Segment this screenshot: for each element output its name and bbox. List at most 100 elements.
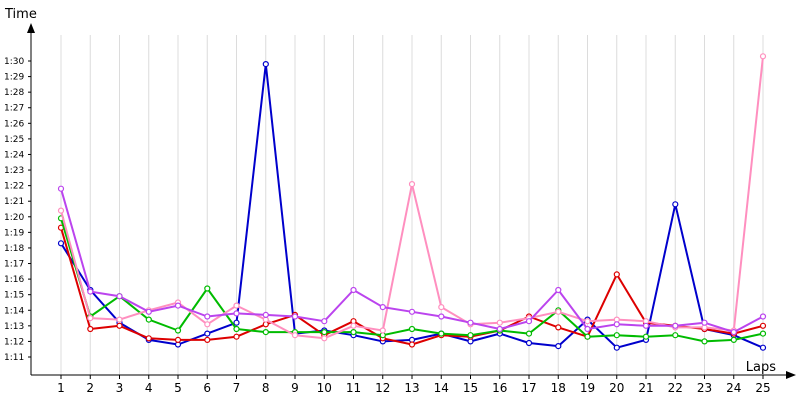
data-point (233, 325, 240, 333)
data-point (87, 325, 94, 333)
data-point (408, 181, 416, 188)
data-point (467, 319, 474, 326)
data-point (291, 332, 299, 339)
y-tick-label: 1:27 (4, 104, 24, 114)
y-tick-label: 1:21 (4, 197, 24, 207)
data-point (438, 304, 445, 311)
x-tick-label: 24 (726, 381, 741, 395)
data-point (350, 329, 357, 336)
series-layer (57, 53, 767, 351)
data-point (174, 327, 182, 334)
data-point (642, 333, 650, 340)
data-point (233, 302, 240, 309)
series-5 (57, 185, 767, 336)
x-tick-label: 12 (375, 381, 390, 395)
data-point (613, 271, 620, 278)
data-point (262, 329, 269, 336)
y-tick-label: 1:15 (4, 291, 24, 301)
y-tick-label: 1:30 (4, 57, 24, 67)
x-tick-label: 9 (291, 381, 299, 395)
data-point (642, 322, 650, 329)
x-tick-label: 1 (57, 381, 65, 395)
y-tick-label: 1:14 (4, 306, 24, 316)
y-tick-label: 1:24 (4, 150, 24, 160)
y-tick-label: 1:26 (4, 119, 24, 129)
data-point (555, 324, 562, 331)
data-point (525, 339, 533, 347)
data-point (57, 207, 65, 214)
data-point (730, 336, 737, 343)
data-point (204, 330, 211, 337)
data-point (379, 327, 386, 334)
data-point (262, 60, 269, 68)
data-point (759, 313, 767, 320)
x-tick-label: 25 (755, 381, 770, 395)
x-tick-label: 22 (668, 381, 683, 395)
data-point (174, 302, 182, 309)
x-tick-label: 21 (638, 381, 653, 395)
x-tick-label: 13 (404, 381, 419, 395)
x-tick-label: 23 (697, 381, 712, 395)
data-point (555, 308, 562, 315)
data-point (584, 325, 591, 333)
data-point (672, 332, 679, 339)
x-axis-arrow (786, 371, 796, 379)
y-axis-arrow (27, 23, 35, 33)
y-tick-label: 1:25 (4, 135, 24, 145)
y-tick-label: 1:19 (4, 228, 24, 238)
y-tick-label: 1:12 (4, 337, 24, 347)
data-point (204, 336, 211, 343)
data-point (759, 344, 767, 351)
data-point (613, 332, 620, 339)
data-point (350, 286, 357, 294)
x-tick-label: 7 (233, 381, 241, 395)
x-tick-label: 4 (145, 381, 153, 395)
data-point (496, 325, 503, 333)
x-axis-ticks: 1 2 3 4 5 6 7 8 9 10 11 12 13 14 15 16 17 18 19 20 21 22 23 24 2… (57, 375, 771, 395)
data-point (408, 341, 416, 348)
series-3 (57, 215, 767, 345)
data-point (57, 240, 65, 247)
x-tick-label: 5 (174, 381, 182, 395)
y-tick-label: 1:17 (4, 260, 24, 270)
data-point (584, 333, 591, 340)
y-tick-label: 1:23 (4, 166, 24, 176)
y-tick-label: 1:18 (4, 244, 24, 254)
data-point (584, 318, 591, 325)
data-point (613, 321, 620, 328)
data-point (116, 322, 123, 329)
data-point (555, 343, 562, 350)
data-point (379, 304, 386, 311)
x-tick-label: 3 (116, 381, 124, 395)
data-point (672, 201, 679, 208)
data-point (525, 318, 533, 325)
y-tick-label: 1:16 (4, 275, 24, 285)
y-tick-label: 1:20 (4, 213, 24, 223)
x-tick-label: 18 (551, 381, 566, 395)
x-tick-label: 16 (492, 381, 507, 395)
data-point (467, 332, 474, 339)
x-tick-label: 6 (203, 381, 211, 395)
data-point (174, 336, 182, 343)
data-point (321, 318, 328, 325)
data-point (672, 322, 679, 329)
data-point (321, 329, 328, 336)
data-point (204, 285, 211, 292)
data-point (233, 333, 240, 340)
data-point (233, 319, 240, 326)
y-tick-label: 1:13 (4, 322, 24, 332)
x-tick-label: 11 (346, 381, 361, 395)
y-tick-label: 1:11 (4, 353, 24, 363)
x-axis-title: Laps (746, 360, 776, 375)
data-point (233, 310, 240, 317)
data-point (262, 311, 269, 318)
x-tick-label: 17 (521, 381, 536, 395)
x-tick-label: 19 (580, 381, 595, 395)
data-point (116, 316, 123, 323)
y-axis-ticks: 1:11 1:12 1:13 1:14 1:15 1:16 1:17 1:18 1:19 1:20… (4, 57, 31, 363)
data-point (496, 319, 503, 326)
data-point (145, 335, 152, 342)
y-tick-label: 1:22 (4, 182, 24, 192)
data-point (438, 313, 445, 320)
